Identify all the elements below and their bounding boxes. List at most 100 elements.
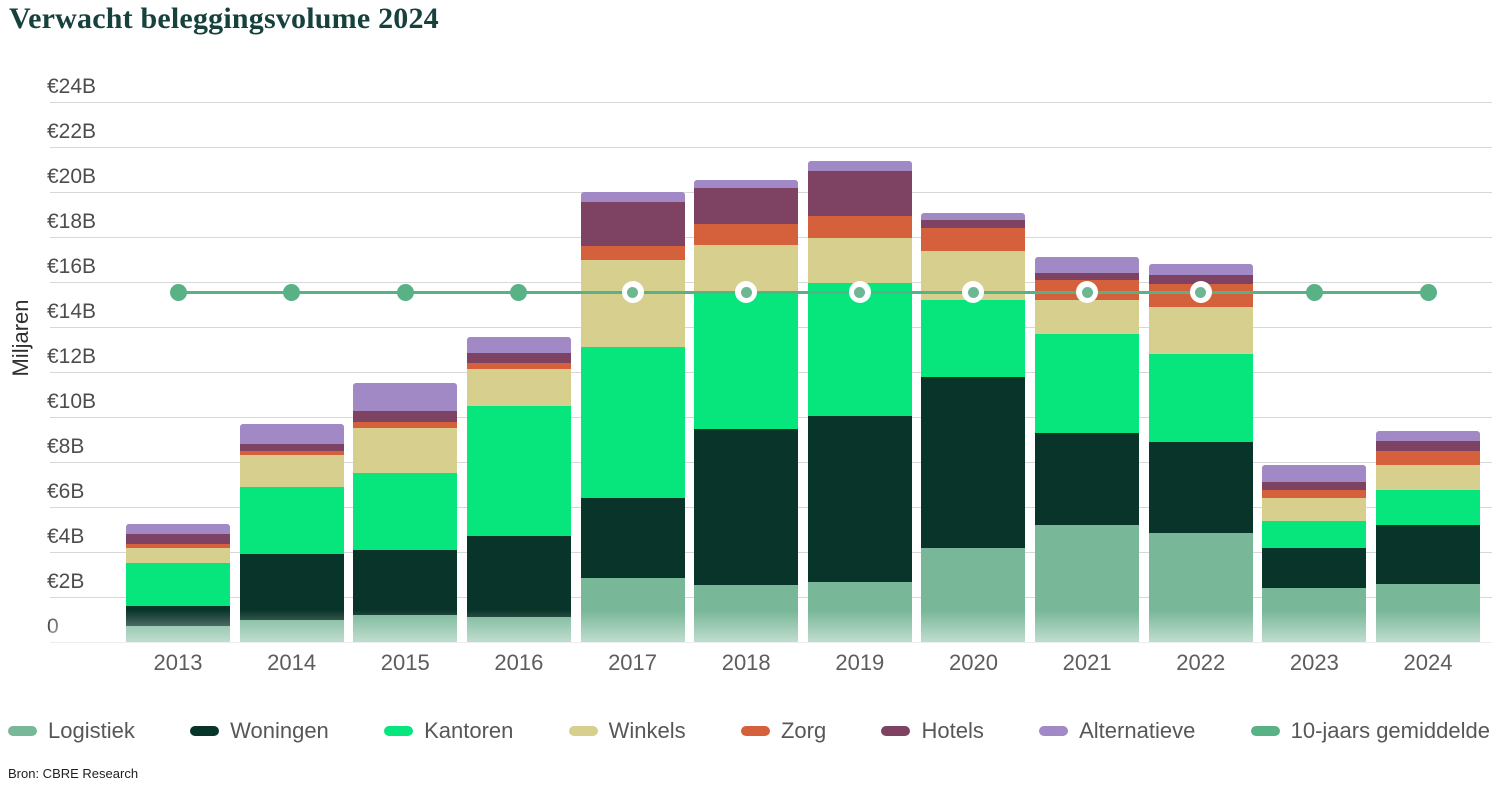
bar-segment-2014-zorg[interactable] [239, 450, 344, 456]
bar-segment-2024-woningen[interactable] [1376, 525, 1481, 584]
bar-segment-2021-hotels[interactable] [1035, 273, 1140, 280]
bar-segment-2023-alternatieve[interactable] [1262, 465, 1367, 483]
bar-segment-2022-alternatieve[interactable] [1148, 264, 1253, 276]
bar-segment-2021-winkels[interactable] [1035, 300, 1140, 334]
bar-segment-2023-logistiek[interactable] [1262, 588, 1367, 642]
bar-segment-2020-kantoren[interactable] [921, 300, 1026, 377]
bar-segment-2020-hotels[interactable] [921, 220, 1026, 228]
bar-segment-2019-kantoren[interactable] [807, 283, 912, 416]
average-line-marker-2020[interactable] [962, 281, 985, 304]
bar-segment-2021-alternatieve[interactable] [1035, 257, 1140, 273]
bar-segment-2014-logistiek[interactable] [239, 619, 344, 642]
bar-segment-2014-alternatieve[interactable] [239, 423, 344, 444]
bar-segment-2022-logistiek[interactable] [1148, 532, 1253, 642]
bar-segment-2022-hotels[interactable] [1148, 275, 1253, 285]
bar-segment-2013-logistiek[interactable] [126, 626, 230, 642]
bar-segment-2023-hotels[interactable] [1262, 482, 1367, 491]
bar-segment-2013-kantoren[interactable] [126, 563, 230, 606]
bar-segment-2016-woningen[interactable] [466, 536, 571, 618]
bar-segment-2017-logistiek[interactable] [580, 577, 685, 642]
bar-segment-2019-zorg[interactable] [807, 215, 912, 239]
bar-2014[interactable] [239, 423, 344, 646]
bar-segment-2013-hotels[interactable] [126, 534, 230, 545]
average-line-marker-2024[interactable] [1419, 283, 1437, 301]
bar-segment-2017-kantoren[interactable] [580, 347, 685, 498]
bar-2021[interactable] [1035, 257, 1140, 646]
bar-segment-2015-logistiek[interactable] [353, 615, 458, 642]
average-line-marker-2016[interactable] [510, 283, 528, 301]
bar-segment-2018-logistiek[interactable] [694, 584, 799, 642]
bar-segment-2023-woningen[interactable] [1262, 547, 1367, 588]
bar-segment-2018-kantoren[interactable] [694, 292, 799, 430]
bar-segment-2015-hotels[interactable] [353, 411, 458, 422]
bar-segment-2019-woningen[interactable] [807, 415, 912, 583]
bar-segment-2014-hotels[interactable] [239, 444, 344, 451]
legend-item-woningen[interactable]: Woningen [190, 718, 329, 744]
bar-segment-2017-winkels[interactable] [580, 259, 685, 348]
bar-2013[interactable] [126, 523, 230, 646]
bar-2019[interactable] [807, 160, 912, 647]
bar-segment-2019-alternatieve[interactable] [807, 160, 912, 171]
bar-segment-2016-hotels[interactable] [466, 352, 571, 363]
average-line-marker-2014[interactable] [283, 283, 301, 301]
bar-segment-2024-alternatieve[interactable] [1376, 430, 1481, 441]
bar-2020[interactable] [921, 213, 1026, 646]
bar-segment-2014-woningen[interactable] [239, 554, 344, 620]
bar-2024[interactable] [1376, 430, 1481, 647]
average-line-marker-2019[interactable] [848, 281, 871, 304]
bar-2017[interactable] [580, 192, 685, 646]
bar-segment-2017-woningen[interactable] [580, 498, 685, 578]
bar-segment-2016-alternatieve[interactable] [466, 337, 571, 353]
legend-item-winkels[interactable]: Winkels [568, 718, 686, 744]
bar-segment-2017-hotels[interactable] [580, 202, 685, 246]
bar-segment-2014-winkels[interactable] [239, 455, 344, 487]
bar-segment-2016-winkels[interactable] [466, 368, 571, 406]
bar-segment-2014-kantoren[interactable] [239, 486, 344, 555]
bar-segment-2018-alternatieve[interactable] [694, 179, 799, 188]
legend-item-logistiek[interactable]: Logistiek [8, 718, 135, 744]
average-line-marker-2013[interactable] [169, 283, 187, 301]
bar-segment-2013-alternatieve[interactable] [126, 523, 230, 534]
bar-segment-2018-woningen[interactable] [694, 429, 799, 585]
bar-segment-2015-winkels[interactable] [353, 428, 458, 474]
bar-segment-2020-logistiek[interactable] [921, 547, 1026, 642]
bar-segment-2020-zorg[interactable] [921, 228, 1026, 251]
bar-segment-2015-woningen[interactable] [353, 549, 458, 615]
bar-segment-2019-winkels[interactable] [807, 238, 912, 284]
average-line-marker-2017[interactable] [621, 281, 644, 304]
bar-segment-2019-logistiek[interactable] [807, 582, 912, 642]
bar-segment-2018-zorg[interactable] [694, 223, 799, 245]
bar-2023[interactable] [1262, 465, 1367, 646]
bar-segment-2020-woningen[interactable] [921, 376, 1026, 548]
bar-segment-2016-kantoren[interactable] [466, 405, 571, 537]
bar-segment-2023-winkels[interactable] [1262, 498, 1367, 521]
bar-segment-2018-hotels[interactable] [694, 187, 799, 224]
bar-segment-2021-kantoren[interactable] [1035, 333, 1140, 433]
bar-segment-2016-zorg[interactable] [466, 363, 571, 369]
average-line-marker-2018[interactable] [735, 281, 758, 304]
bar-segment-2024-zorg[interactable] [1376, 450, 1481, 466]
bar-segment-2023-kantoren[interactable] [1262, 520, 1367, 548]
bar-segment-2015-alternatieve[interactable] [353, 383, 458, 412]
bar-segment-2022-woningen[interactable] [1148, 441, 1253, 533]
legend-item-kantoren[interactable]: Kantoren [384, 718, 513, 744]
bar-segment-2021-logistiek[interactable] [1035, 525, 1140, 642]
bar-segment-2020-alternatieve[interactable] [921, 213, 1026, 221]
bar-2018[interactable] [694, 179, 799, 646]
average-line-marker-2015[interactable] [396, 283, 414, 301]
bar-segment-2017-alternatieve[interactable] [580, 192, 685, 203]
bar-segment-2015-kantoren[interactable] [353, 473, 458, 550]
legend-item-10-jaars-gemiddelde[interactable]: 10-jaars gemiddelde [1250, 718, 1490, 744]
bar-2016[interactable] [466, 337, 571, 646]
bar-2015[interactable] [353, 383, 458, 646]
bar-segment-2024-kantoren[interactable] [1376, 490, 1481, 525]
bar-segment-2019-hotels[interactable] [807, 170, 912, 216]
legend-item-alternatieve[interactable]: Alternatieve [1039, 718, 1195, 744]
average-line-marker-2022[interactable] [1189, 281, 1212, 304]
average-line-marker-2023[interactable] [1305, 283, 1323, 301]
bar-segment-2015-zorg[interactable] [353, 421, 458, 429]
legend-item-zorg[interactable]: Zorg [740, 718, 826, 744]
bar-segment-2013-winkels[interactable] [126, 547, 230, 564]
bar-2022[interactable] [1148, 264, 1253, 646]
bar-segment-2016-logistiek[interactable] [466, 617, 571, 642]
